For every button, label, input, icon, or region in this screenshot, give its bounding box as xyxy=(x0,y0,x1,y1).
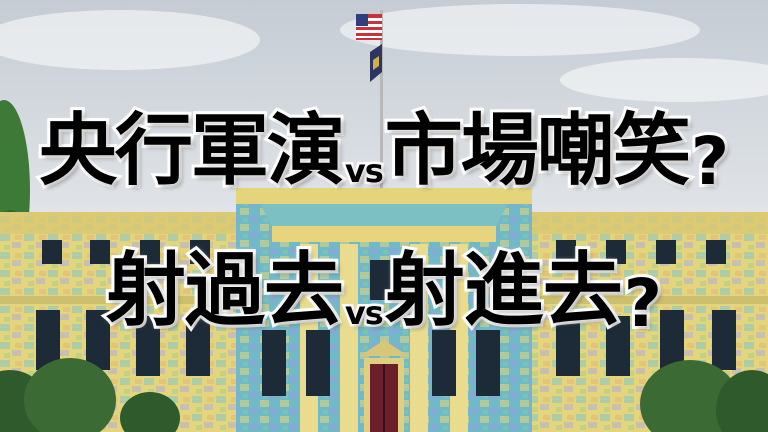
question-mark: ? xyxy=(621,262,665,345)
headline-1-right: 市場嘲笑 xyxy=(382,103,694,199)
headline-line-1: 央行軍演 vs 市場嘲笑 ? xyxy=(0,100,768,203)
headline-2-left: 射過去 xyxy=(103,241,347,340)
vs-label: vs xyxy=(342,150,386,193)
shrubs xyxy=(0,358,768,432)
headline-line-2: 射過去 vs 射進去 ? xyxy=(0,241,768,345)
question-mark: ? xyxy=(688,120,732,203)
clouds xyxy=(0,4,768,102)
us-flag xyxy=(356,14,382,40)
pediment xyxy=(260,204,508,226)
headline-1-left: 央行軍演 xyxy=(36,103,348,199)
flagpole xyxy=(380,10,383,210)
vs-label: vs xyxy=(342,292,386,335)
windows xyxy=(36,240,736,396)
main-door xyxy=(360,340,408,432)
headline-2-right: 射進去 xyxy=(382,241,626,340)
